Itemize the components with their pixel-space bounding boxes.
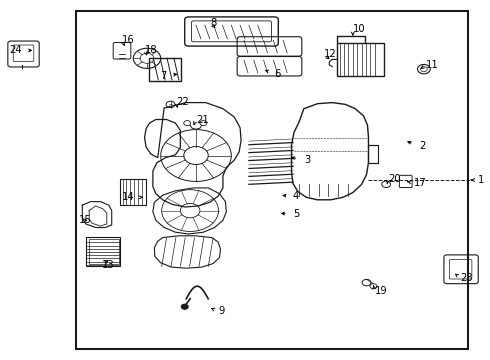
Text: 10: 10 [353, 24, 366, 34]
Text: 5: 5 [293, 209, 299, 219]
Bar [368, 145, 378, 163]
Circle shape [181, 304, 188, 309]
Bar [76, 11, 468, 349]
Bar [337, 43, 384, 76]
Text: 12: 12 [323, 49, 336, 59]
Text: 1: 1 [478, 175, 484, 185]
Text: 14: 14 [122, 192, 135, 202]
Text: 23: 23 [461, 273, 473, 283]
Text: 7: 7 [160, 71, 167, 81]
Text: 9: 9 [218, 306, 224, 316]
Text: 11: 11 [426, 60, 439, 70]
Text: 3: 3 [304, 155, 310, 165]
Text: 20: 20 [388, 174, 401, 184]
Text: 22: 22 [176, 96, 189, 107]
Text: 6: 6 [274, 69, 281, 79]
Text: 2: 2 [419, 141, 425, 151]
Text: 19: 19 [375, 286, 388, 296]
Text: 21: 21 [196, 114, 209, 125]
Text: 17: 17 [414, 178, 427, 188]
Text: 4: 4 [293, 191, 299, 201]
Text: 8: 8 [211, 18, 217, 28]
Text: 13: 13 [102, 260, 115, 270]
Bar [86, 237, 120, 266]
Bar [120, 179, 146, 205]
Bar [89, 239, 119, 264]
Bar [149, 58, 181, 81]
Text: 18: 18 [145, 45, 157, 55]
Text: 15: 15 [78, 215, 91, 225]
Text: 16: 16 [122, 35, 134, 45]
Text: 24: 24 [9, 45, 22, 55]
